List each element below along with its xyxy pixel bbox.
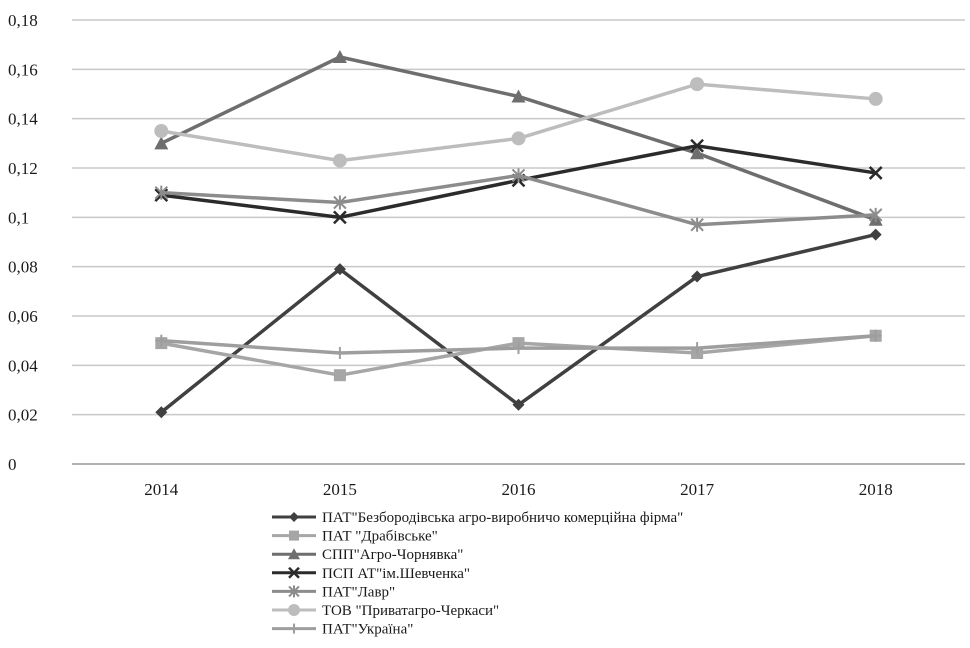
- x-tick-label: 2016: [502, 480, 536, 499]
- legend-label: ПАТ "Драбівське": [322, 529, 438, 545]
- data-point-marker: [289, 512, 299, 522]
- x-axis: 2014 2015 2016 2017 2018: [144, 480, 892, 499]
- data-point-marker: [690, 77, 705, 92]
- series-group: [155, 228, 882, 419]
- data-point-marker: [333, 195, 347, 210]
- x-tick-label: 2017: [680, 480, 715, 499]
- data-point-marker: [333, 210, 347, 225]
- data-point-marker: [332, 153, 347, 168]
- x-tick-label: 2014: [144, 480, 179, 499]
- legend-label: ТОВ "Приватагро-Черкаси": [322, 603, 499, 619]
- grid-lines: [72, 19, 965, 465]
- data-point-marker: [690, 146, 705, 160]
- data-point-marker: [868, 207, 883, 222]
- data-point-marker: [288, 566, 300, 579]
- y-tick-label: 0,16: [8, 60, 38, 79]
- legend-item: ПАТ"Безбородівська агро-виробничо комерц…: [272, 510, 683, 526]
- data-point-marker: [690, 217, 704, 232]
- data-point-marker: [690, 138, 704, 153]
- y-tick-label: 0,12: [8, 159, 38, 178]
- legend-label: ПАТ"Лавр": [322, 584, 395, 600]
- data-point-marker: [869, 329, 882, 342]
- data-point-marker: [511, 89, 526, 103]
- data-point-marker: [511, 168, 526, 183]
- data-point-marker: [289, 530, 299, 541]
- data-point-marker: [691, 342, 704, 355]
- data-point-marker: [332, 50, 347, 63]
- data-point-marker: [511, 131, 526, 146]
- y-tick-label: 0,06: [8, 307, 38, 326]
- legend-item: СПП"Агро-Чорнявка": [272, 547, 463, 563]
- data-point-marker: [333, 369, 346, 382]
- series-group: [154, 77, 883, 168]
- legend-label: СПП"Агро-Чорнявка": [322, 547, 463, 563]
- y-tick-label: 0: [8, 455, 17, 474]
- y-tick-label: 0,04: [8, 356, 38, 375]
- y-tick-label: 0,14: [8, 110, 38, 129]
- legend-label: ПАТ"Україна": [322, 622, 413, 638]
- x-tick-label: 2015: [323, 480, 357, 499]
- legend-label: ПАТ"Безбородівська агро-виробничо комерц…: [322, 510, 683, 526]
- data-point-marker: [691, 270, 704, 283]
- data-point-marker: [512, 342, 525, 355]
- y-tick-label: 0,08: [8, 258, 38, 277]
- data-point-marker: [333, 347, 346, 359]
- data-point-marker: [868, 91, 883, 106]
- y-tick-label: 0,18: [8, 11, 38, 30]
- data-point-marker: [154, 124, 169, 138]
- legend: ПАТ"Безбородівська агро-виробничо комерц…: [272, 510, 683, 638]
- y-axis: 0 0,02 0,04 0,06 0,08 0,1 0,12 0,14 0,16 0,18: [8, 11, 38, 474]
- data-point-marker: [154, 136, 169, 150]
- legend-item: ПАТ "Драбівське": [272, 529, 438, 545]
- data-point-marker: [289, 623, 299, 634]
- y-tick-label: 0,1: [8, 208, 29, 227]
- series-group: [155, 329, 882, 359]
- data-point-marker: [288, 548, 300, 560]
- series-group: [154, 168, 883, 232]
- legend-item: ПАТ"Україна": [272, 622, 413, 638]
- data-point-marker: [333, 263, 346, 276]
- data-point-marker: [155, 406, 168, 419]
- data-point-marker: [869, 228, 882, 241]
- x-tick-label: 2018: [859, 480, 893, 499]
- data-point-marker: [512, 398, 525, 411]
- y-tick-label: 0,02: [8, 406, 38, 425]
- legend-label: ПСП АТ"ім.Шевченка": [322, 566, 470, 582]
- legend-item: ТОВ "Приватагро-Черкаси": [272, 603, 499, 619]
- series-line: [160, 232, 877, 414]
- data-point-marker: [155, 334, 168, 347]
- data-point-marker: [868, 166, 883, 180]
- series-group: [155, 329, 882, 382]
- legend-item: ПСП АТ"ім.Шевченка": [272, 566, 470, 582]
- data-point-marker: [154, 185, 169, 200]
- data-point-marker: [288, 604, 300, 616]
- plot-area: [154, 50, 883, 419]
- legend-item: ПАТ"Лавр": [272, 584, 395, 600]
- data-point-marker: [288, 585, 300, 598]
